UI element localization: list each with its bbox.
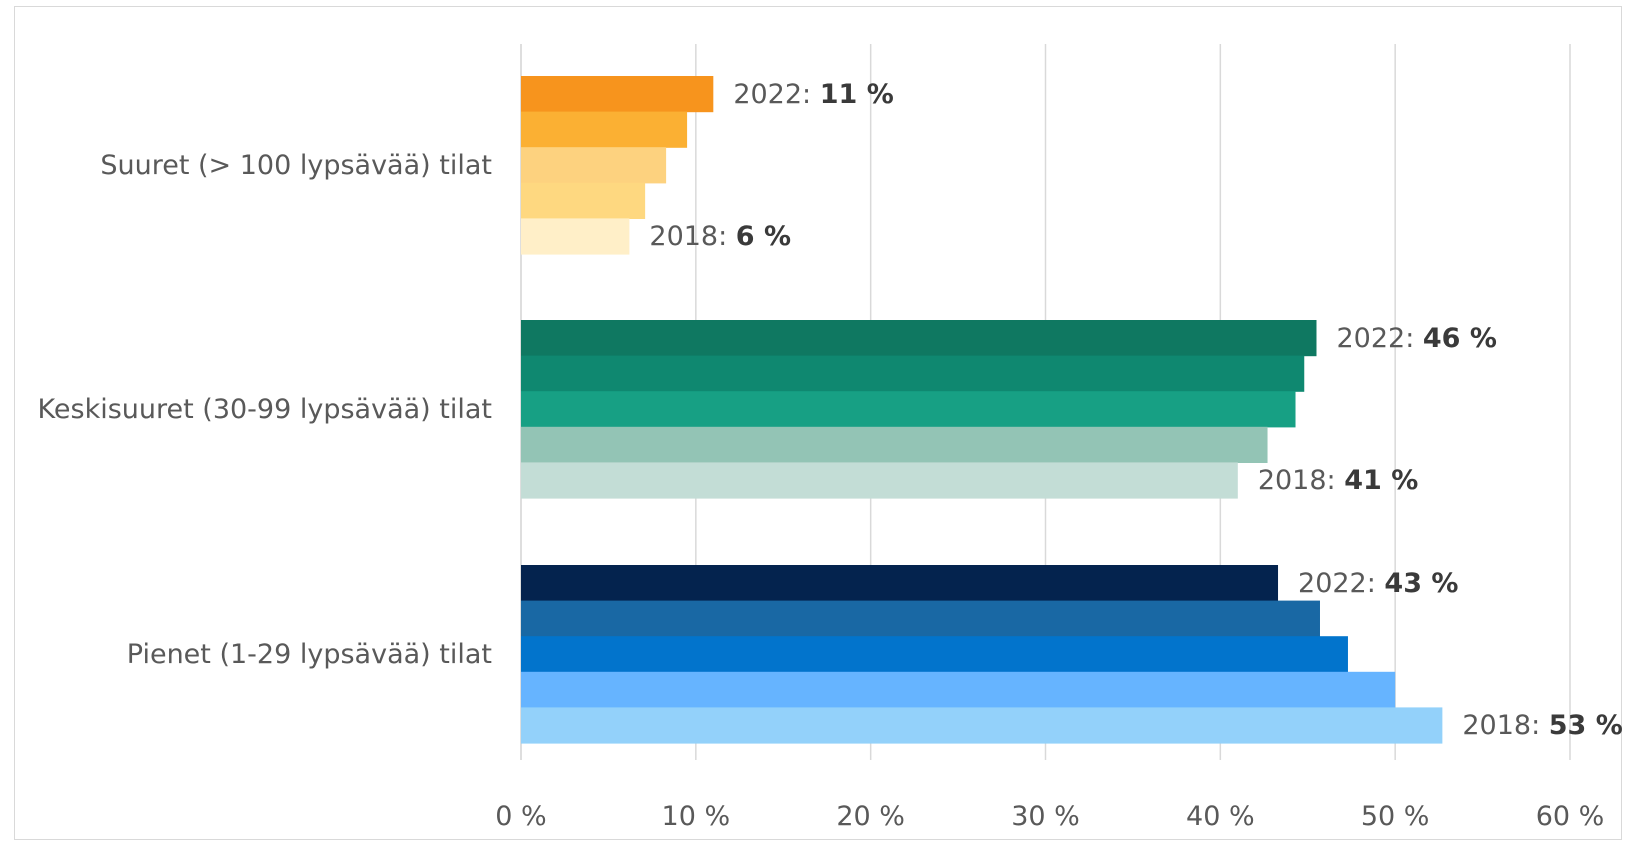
data-label-value: 6 % (736, 221, 791, 252)
x-tick-label: 50 % (1361, 801, 1430, 832)
bar (521, 147, 667, 184)
data-label-year: 2018: (1462, 710, 1548, 741)
category-label: Keskisuuret (30-99 lypsävää) tilat (38, 394, 492, 425)
category-label: Pienet (1-29 lypsävää) tilat (127, 639, 492, 670)
data-label: 2018: 53 % (1462, 710, 1622, 741)
labels: 0 % 10 % 20 % 30 % 40 % 50 % 60 % Suuret (> 100… (38, 79, 1623, 832)
data-label: 2018: 6 % (649, 221, 791, 252)
x-tick-label: 20 % (836, 801, 905, 832)
bar (521, 707, 1443, 744)
bar (521, 320, 1317, 357)
x-tick-label: 0 % (495, 801, 546, 832)
data-label-year: 2018: (649, 221, 735, 252)
x-tick-label: 30 % (1011, 801, 1080, 832)
data-label-year: 2018: (1258, 465, 1344, 496)
x-tick-label: 40 % (1186, 801, 1255, 832)
x-tick-label: 10 % (662, 801, 731, 832)
data-label-year: 2022: (733, 79, 819, 110)
data-label-value: 46 % (1423, 323, 1497, 354)
data-label-value: 41 % (1344, 465, 1418, 496)
x-tick-label: 60 % (1536, 801, 1605, 832)
data-label: 2022: 43 % (1298, 568, 1458, 599)
bar (521, 391, 1296, 428)
bar (521, 182, 646, 219)
data-label: 2022: 11 % (733, 79, 893, 110)
bar (521, 565, 1279, 602)
data-label: 2018: 41 % (1258, 465, 1418, 496)
data-label-value: 11 % (820, 79, 894, 110)
bar (521, 355, 1305, 392)
bar (521, 600, 1320, 637)
bar (521, 462, 1238, 499)
bar (521, 111, 688, 148)
bar (521, 671, 1396, 708)
chart-frame (14, 6, 1622, 840)
bar (521, 426, 1268, 463)
bars (521, 76, 1443, 744)
bar (521, 636, 1348, 673)
data-label-value: 53 % (1549, 710, 1623, 741)
data-label: 2022: 46 % (1336, 323, 1496, 354)
bar (521, 76, 714, 113)
bar (521, 218, 630, 255)
data-label-value: 43 % (1384, 568, 1458, 599)
category-label: Suuret (> 100 lypsävää) tilat (100, 150, 492, 181)
data-label-year: 2022: (1336, 323, 1422, 354)
data-label-year: 2022: (1298, 568, 1384, 599)
